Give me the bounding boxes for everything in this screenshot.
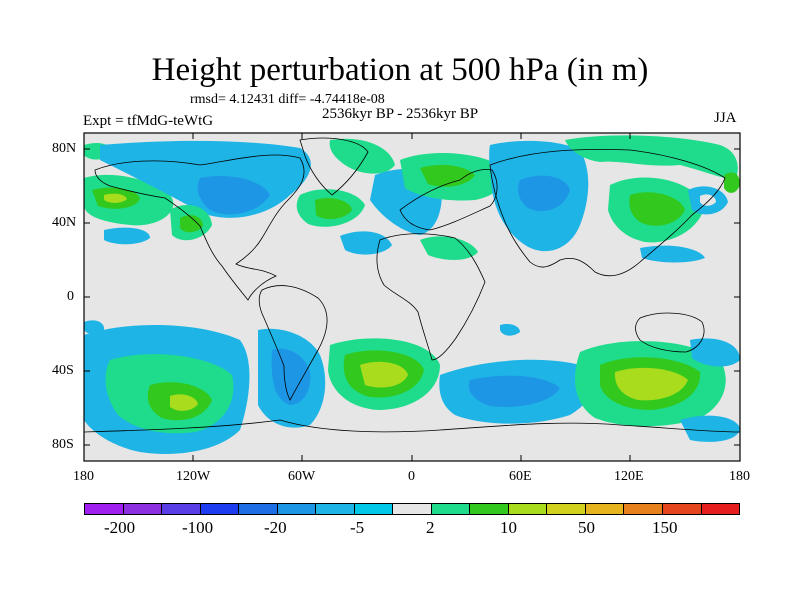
field-region: [614, 367, 688, 401]
colorbar-cell: [393, 504, 432, 514]
lat-ticks: [84, 148, 740, 446]
colorbar-cell: [585, 504, 625, 514]
field-region: [565, 135, 738, 180]
colorbar-label: 2: [426, 518, 435, 537]
stats-line: rmsd= 4.12431 diff= -4.74418e-08: [190, 92, 385, 107]
colorbar-label: -20: [264, 518, 287, 537]
lat-label-0: 0: [67, 289, 74, 304]
colorbar-cell: [662, 504, 702, 514]
coastline-south-america: [258, 285, 328, 401]
field-region: [629, 192, 685, 226]
field-region: [680, 415, 740, 442]
colorbar-cell: [200, 504, 240, 514]
colorbar-cell: [123, 504, 163, 514]
field-region: [360, 361, 408, 388]
colorbar-label: -100: [182, 518, 214, 537]
field-region: [340, 231, 392, 255]
map-field: [84, 133, 740, 461]
field-region: [329, 138, 395, 174]
field-region: [104, 193, 127, 203]
colorbar-cell: [239, 504, 278, 514]
lat-label-80s: 80S: [52, 437, 74, 452]
lon-label-180e: 180: [729, 469, 750, 484]
colorbar-label: 50: [578, 518, 595, 537]
field-region: [724, 172, 740, 193]
period-label: 2536kyr BP - 2536kyr BP: [322, 106, 479, 122]
colorbar-cell: [354, 504, 394, 514]
coastline-africa: [376, 233, 486, 361]
colorbar-cell: [547, 504, 586, 514]
colorbar-label: 10: [500, 518, 517, 537]
colorbar-cell: [431, 504, 471, 514]
lat-label-40s: 40S: [52, 363, 74, 378]
field-region: [170, 394, 198, 411]
season-label: JJA: [714, 110, 737, 126]
colorbar-label: 150: [652, 518, 678, 537]
field-region: [315, 198, 352, 220]
lon-label-60w: 60W: [288, 469, 316, 484]
field-region: [104, 227, 150, 245]
field-region: [468, 375, 560, 408]
coastlines: [84, 137, 740, 433]
field-region: [271, 348, 311, 405]
colorbar-cell: [85, 504, 124, 514]
coastline-north-america: [94, 154, 305, 301]
colorbar-cell: [701, 504, 740, 514]
field-region: [180, 215, 203, 233]
colorbar-label: -5: [350, 518, 365, 537]
colorbar-cell: [277, 504, 317, 514]
experiment-label: Expt = tfMdG-teWtG: [83, 113, 214, 129]
field-region: [518, 175, 570, 212]
field-region: [420, 236, 478, 260]
colorbar: [84, 503, 740, 515]
lon-label-0: 0: [408, 469, 415, 484]
coastline-australia: [635, 312, 705, 353]
colorbar-cell: [162, 504, 201, 514]
colorbar-cell: [508, 504, 548, 514]
field-region: [197, 175, 270, 215]
lon-label-120e: 120E: [614, 469, 644, 484]
colorbar-cell: [624, 504, 663, 514]
field-region: [640, 245, 705, 263]
coastline-greenland: [299, 137, 369, 196]
lon-label-60e: 60E: [509, 469, 532, 484]
coastline-antarctica: [84, 419, 740, 433]
field-region: [690, 338, 740, 367]
lon-label-120w: 120W: [176, 469, 211, 484]
lat-label-80n: 80N: [52, 141, 77, 156]
colorbar-cell: [470, 504, 509, 514]
lon-ticks: [192, 133, 631, 461]
colorbar-cell: [316, 504, 355, 514]
field-region: [420, 164, 475, 187]
lon-label-180w: 180: [73, 469, 94, 484]
field-region: [84, 320, 105, 334]
colorbar-label: -200: [104, 518, 136, 537]
coastline-asia: [489, 148, 726, 277]
plot-title: Height perturbation at 500 hPa (in m): [151, 52, 649, 88]
coastline-europe: [399, 169, 498, 231]
field-region: [500, 323, 520, 336]
lat-label-40n: 40N: [52, 215, 77, 230]
